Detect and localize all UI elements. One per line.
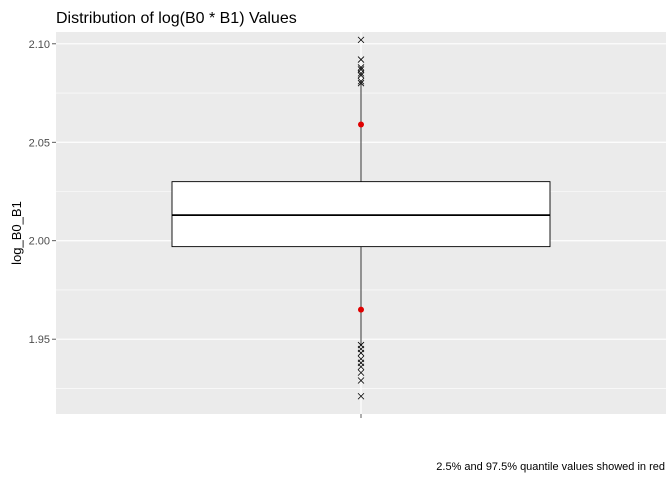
outlier-stroke: [357, 64, 365, 71]
outlier-point: [357, 56, 365, 63]
outlier-point: [357, 377, 365, 384]
y-axis: 1.95 2.00 2.05 2.10: [29, 39, 56, 346]
y-tick-label: 2.05: [29, 137, 50, 149]
outlier-stroke: [357, 70, 365, 77]
quantile-point: [358, 306, 364, 313]
outlier-stroke: [357, 392, 365, 400]
outlier-stroke: [357, 36, 365, 44]
outlier-point: [357, 392, 365, 400]
outlier-point: [357, 77, 365, 85]
outlier-point: [357, 36, 365, 44]
chart-caption: 2.5% and 97.5% quantile values showed in…: [436, 461, 665, 473]
outlier-stroke: [357, 79, 365, 87]
outlier-point: [357, 70, 365, 77]
outlier-point: [357, 72, 365, 79]
outlier-stroke: [357, 369, 365, 376]
chart-title: Distribution of log(B0 * B1) Values: [56, 10, 297, 27]
outlier-point: [357, 349, 365, 357]
outlier-stroke: [357, 72, 365, 79]
outlier-point: [357, 363, 365, 371]
outlier-point: [357, 369, 365, 376]
y-tick-label: 2.10: [29, 39, 50, 51]
outlier-stroke: [357, 349, 365, 357]
outlier-stroke: [357, 363, 365, 371]
y-axis-label: log_B0_B1: [9, 201, 24, 265]
box-marks: [171, 36, 551, 400]
outlier-stroke: [357, 56, 365, 63]
outlier-point: [357, 64, 365, 71]
y-tick-label: 2.00: [29, 236, 50, 248]
y-tick-label: 1.95: [29, 334, 50, 346]
quantile-point: [358, 121, 364, 128]
outlier-stroke: [357, 77, 365, 85]
box-iqr: [171, 181, 551, 248]
outlier-point: [357, 79, 365, 87]
outlier-stroke: [357, 377, 365, 384]
